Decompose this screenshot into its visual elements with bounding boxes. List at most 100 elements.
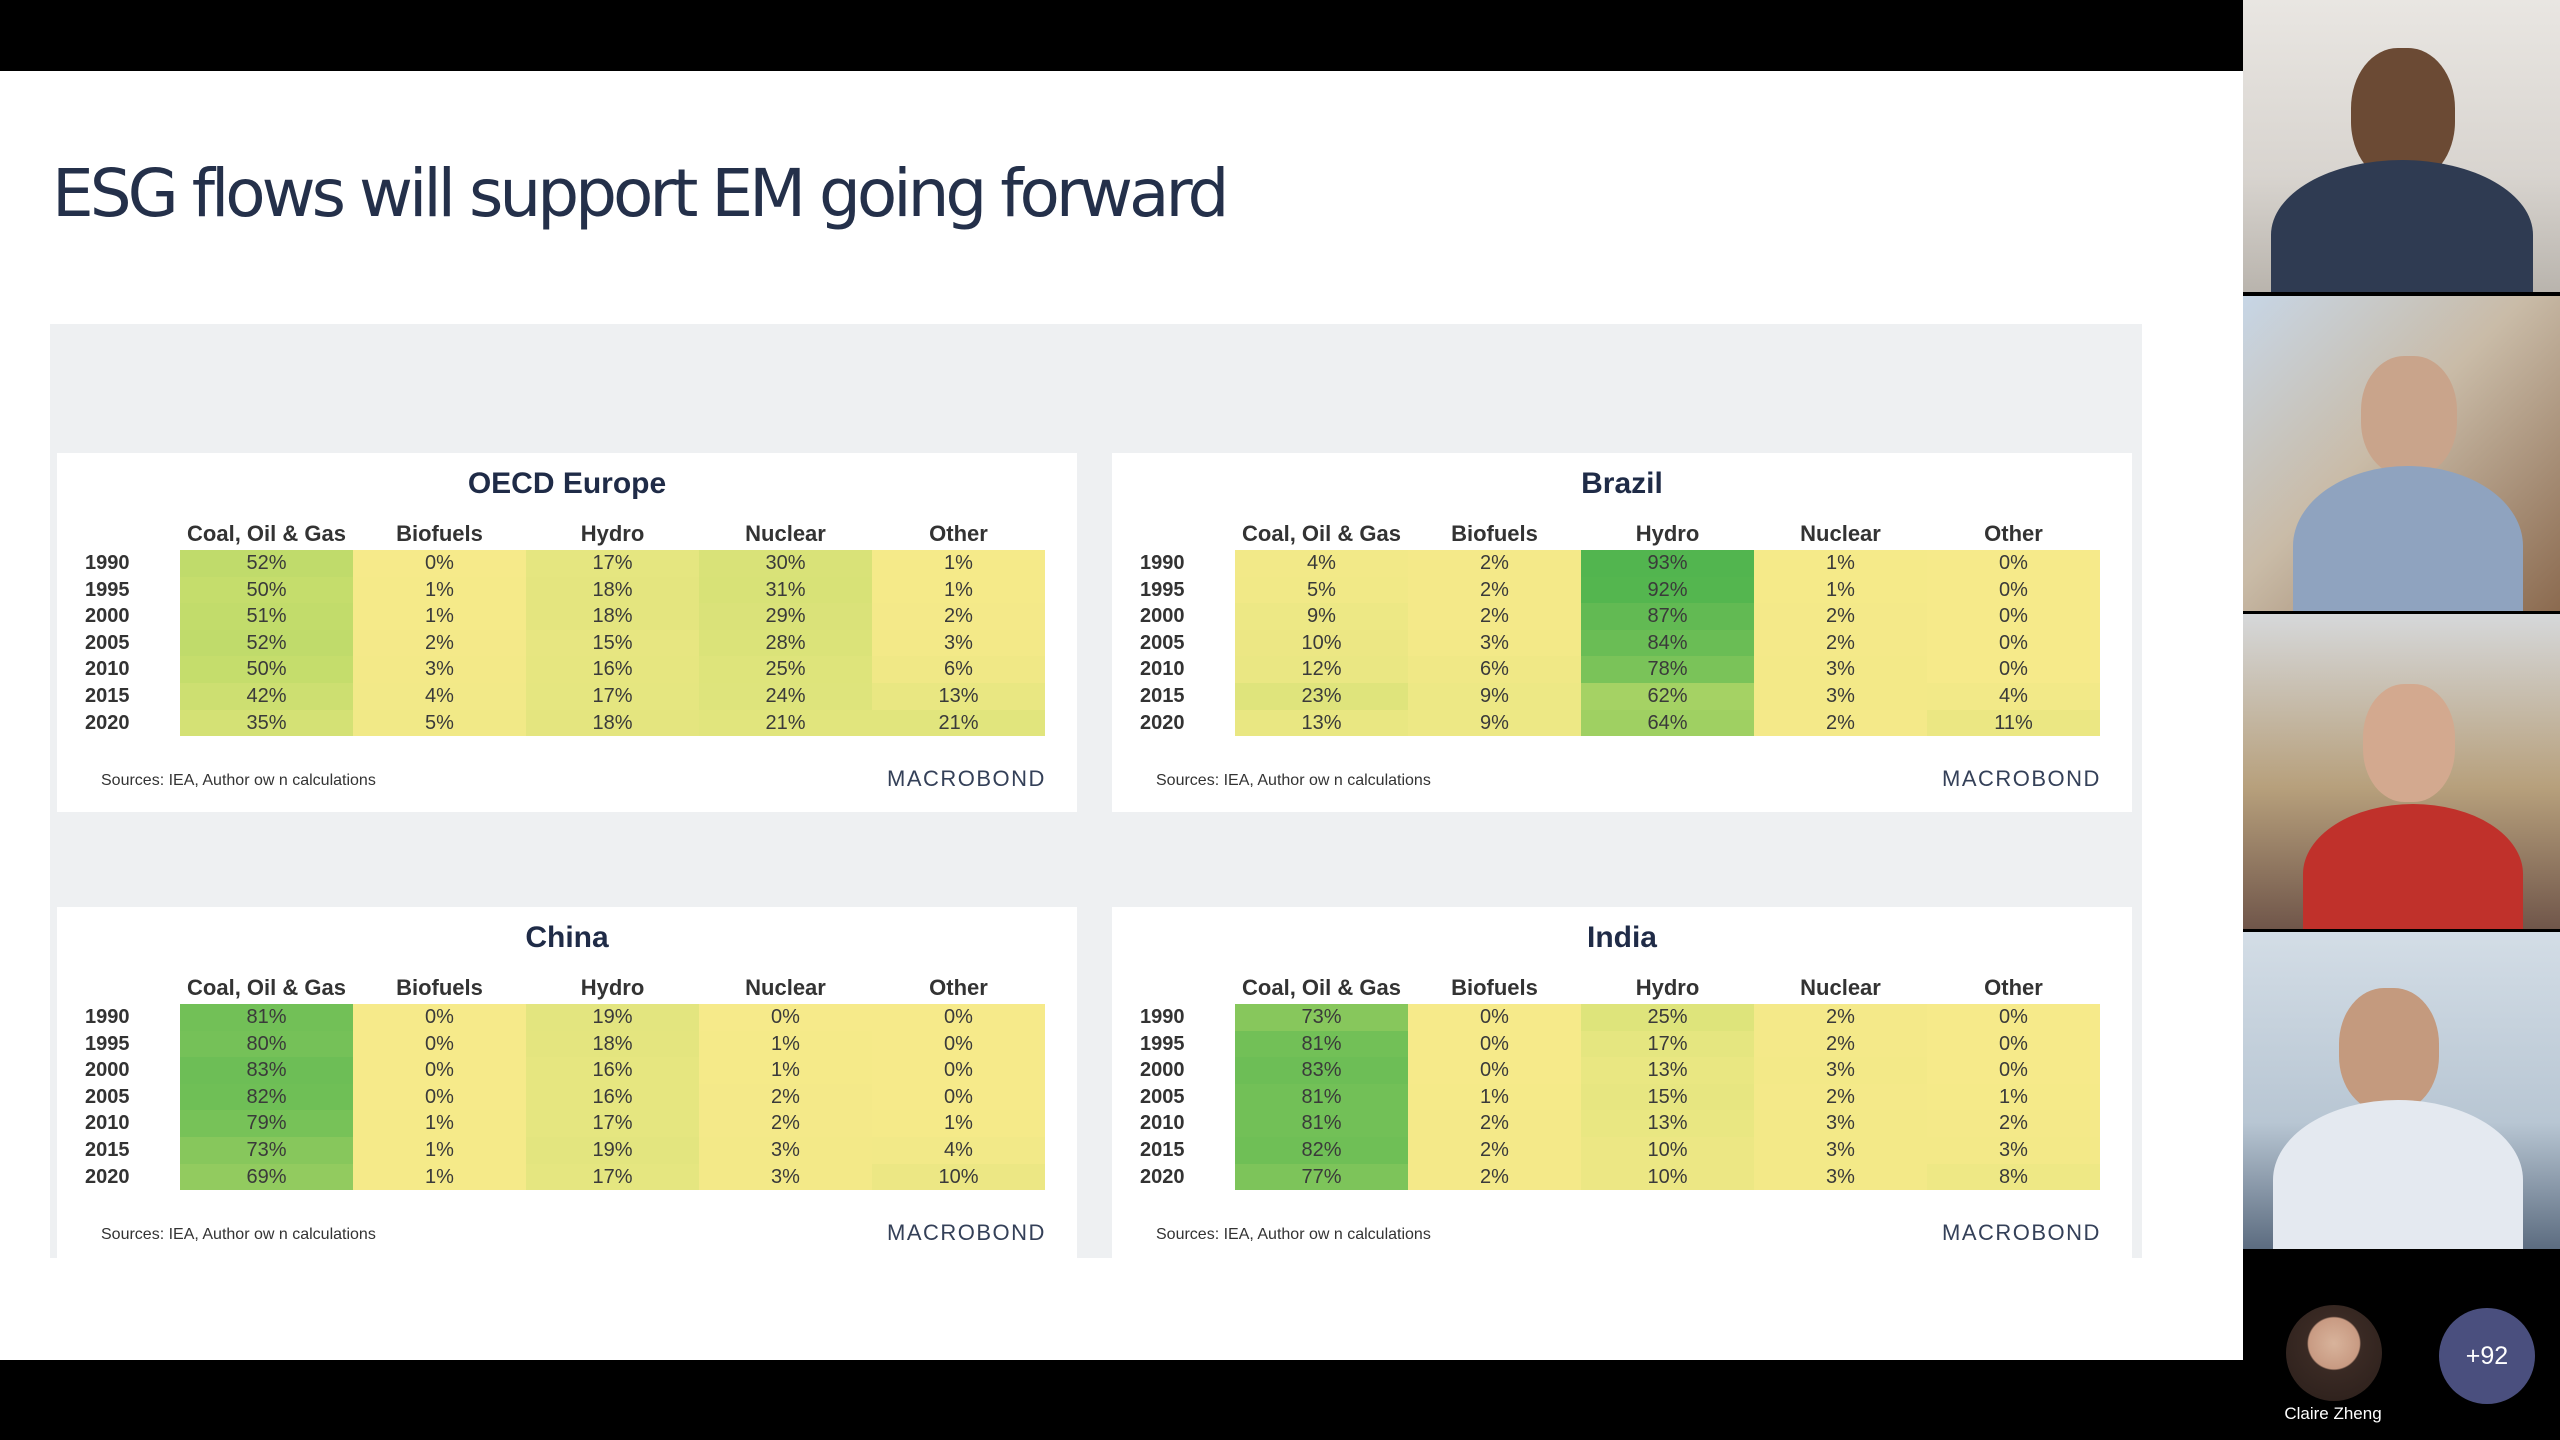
table-cell: 82%: [180, 1083, 353, 1111]
table-cell: 92%: [1581, 576, 1754, 604]
table-source: Sources: IEA, Author ow n calculations: [1156, 1226, 1431, 1243]
row-year: 2005: [85, 631, 130, 654]
row-year: 2000: [1140, 1059, 1185, 1082]
table-cell: 17%: [526, 550, 699, 577]
table-cell: 0%: [353, 1030, 526, 1058]
video-tile-2[interactable]: [2243, 296, 2560, 611]
row-year: 2005: [85, 1085, 130, 1108]
table-cell: 23%: [1235, 682, 1408, 710]
video-tile-1[interactable]: [2243, 0, 2560, 292]
table-cell: 18%: [526, 709, 699, 737]
table-row: 2020 35% 5% 18% 21% 21%: [85, 709, 1045, 737]
column-header: Nuclear: [1800, 521, 1881, 546]
table-cell: 2%: [1754, 1030, 1927, 1058]
column-header: Hydro: [1635, 521, 1700, 546]
table-cell: 19%: [526, 1004, 699, 1031]
table-cell: 10%: [1581, 1136, 1754, 1164]
table-cell: 81%: [180, 1004, 353, 1031]
table-row: 1990 4% 2% 93% 1% 0%: [1140, 550, 2100, 577]
video-tile-3[interactable]: [2243, 614, 2560, 929]
participant-body: [2271, 160, 2533, 292]
macrobond-logo: MACROBOND: [1942, 766, 2101, 791]
table-row: 1990 73% 0% 25% 2% 0%: [1140, 1004, 2100, 1031]
table-cell: 1%: [353, 576, 526, 604]
table-cell: 0%: [1927, 576, 2100, 604]
table-cell: 82%: [1235, 1136, 1408, 1164]
table-cell: 2%: [353, 629, 526, 657]
table-cell: 84%: [1581, 629, 1754, 657]
table-row: 2010 79% 1% 17% 2% 1%: [85, 1110, 1045, 1137]
table-cell: 24%: [699, 682, 872, 710]
table-cell: 10%: [1581, 1163, 1754, 1191]
table-cell: 15%: [1581, 1083, 1754, 1111]
table-cell: 1%: [1754, 576, 1927, 604]
table-cell: 17%: [526, 1163, 699, 1191]
table-cell: 16%: [526, 1083, 699, 1111]
table-cell: 79%: [180, 1110, 353, 1137]
table-cell: 25%: [1581, 1004, 1754, 1031]
table-source: Sources: IEA, Author ow n calculations: [101, 772, 376, 789]
table-row: 2000 51% 1% 18% 29% 2%: [85, 603, 1045, 630]
table-cell: 18%: [526, 1030, 699, 1058]
video-tile-4[interactable]: [2243, 932, 2560, 1249]
table-cell: 18%: [526, 576, 699, 604]
table-card-2: China Coal, Oil & Gas Biofuels Hydro Nuclear…: [57, 907, 1077, 1266]
table-cell: 0%: [1408, 1030, 1581, 1058]
macrobond-logo: MACROBOND: [1942, 1220, 2101, 1245]
row-year: 2000: [1140, 605, 1185, 628]
table-cell: 0%: [1408, 1004, 1581, 1031]
table-cell: 3%: [1408, 629, 1581, 657]
table-cell: 25%: [699, 656, 872, 683]
table-row: 2010 12% 6% 78% 3% 0%: [1140, 656, 2100, 683]
table-cell: 69%: [180, 1163, 353, 1191]
table-cell: 16%: [526, 656, 699, 683]
table-cell: 35%: [180, 709, 353, 737]
column-header: Coal, Oil & Gas: [187, 975, 346, 1000]
row-year: 2015: [1140, 684, 1185, 707]
table-cell: 2%: [1754, 629, 1927, 657]
table-cell: 3%: [1754, 682, 1927, 710]
row-year: 2010: [85, 658, 130, 681]
table-cell: 77%: [1235, 1163, 1408, 1191]
column-header: Hydro: [580, 521, 645, 546]
participants-sidebar: Claire Zheng +92: [2243, 0, 2560, 1440]
row-year: 1995: [1140, 1032, 1185, 1055]
row-year: 2020: [1140, 711, 1185, 734]
table-cell: 31%: [699, 576, 872, 604]
bottom-bar: [0, 1360, 2243, 1440]
column-header: Other: [929, 975, 988, 1000]
table-cell: 3%: [1754, 1136, 1927, 1164]
table-source: Sources: IEA, Author ow n calculations: [101, 1226, 376, 1243]
table-card-3: India Coal, Oil & Gas Biofuels Hydro Nuclear…: [1112, 907, 2132, 1266]
table-cell: 21%: [699, 709, 872, 737]
table-cell: 1%: [1754, 550, 1927, 577]
table-cell: 1%: [353, 1110, 526, 1137]
more-participants-button[interactable]: +92: [2439, 1308, 2535, 1404]
table-cell: 29%: [699, 603, 872, 630]
table-cell: 78%: [1581, 656, 1754, 683]
table-row: 1995 80% 0% 18% 1% 0%: [85, 1030, 1045, 1058]
table-cell: 3%: [353, 656, 526, 683]
table-cell: 2%: [872, 603, 1045, 630]
table-row: 2005 10% 3% 84% 2% 0%: [1140, 629, 2100, 657]
table-cell: 0%: [1927, 1030, 2100, 1058]
table-cell: 0%: [1927, 656, 2100, 683]
table-row: 2005 81% 1% 15% 2% 1%: [1140, 1083, 2100, 1111]
table-row: 2000 83% 0% 13% 3% 0%: [1140, 1057, 2100, 1084]
table-cell: 17%: [526, 682, 699, 710]
row-year: 2010: [1140, 1112, 1185, 1135]
table-cell: 3%: [1754, 1163, 1927, 1191]
table-cell: 2%: [1408, 576, 1581, 604]
macrobond-logo: MACROBOND: [887, 1220, 1046, 1245]
table-cell: 19%: [526, 1136, 699, 1164]
table-cell: 6%: [872, 656, 1045, 683]
table-row: 1995 50% 1% 18% 31% 1%: [85, 576, 1045, 604]
table-cell: 3%: [1927, 1136, 2100, 1164]
participant-avatar[interactable]: [2286, 1305, 2382, 1401]
table-cell: 21%: [872, 709, 1045, 737]
table-cell: 17%: [526, 1110, 699, 1137]
table-row: 2010 81% 2% 13% 3% 2%: [1140, 1110, 2100, 1137]
table-cell: 12%: [1235, 656, 1408, 683]
table-cell: 73%: [1235, 1004, 1408, 1031]
table-cell: 4%: [872, 1136, 1045, 1164]
